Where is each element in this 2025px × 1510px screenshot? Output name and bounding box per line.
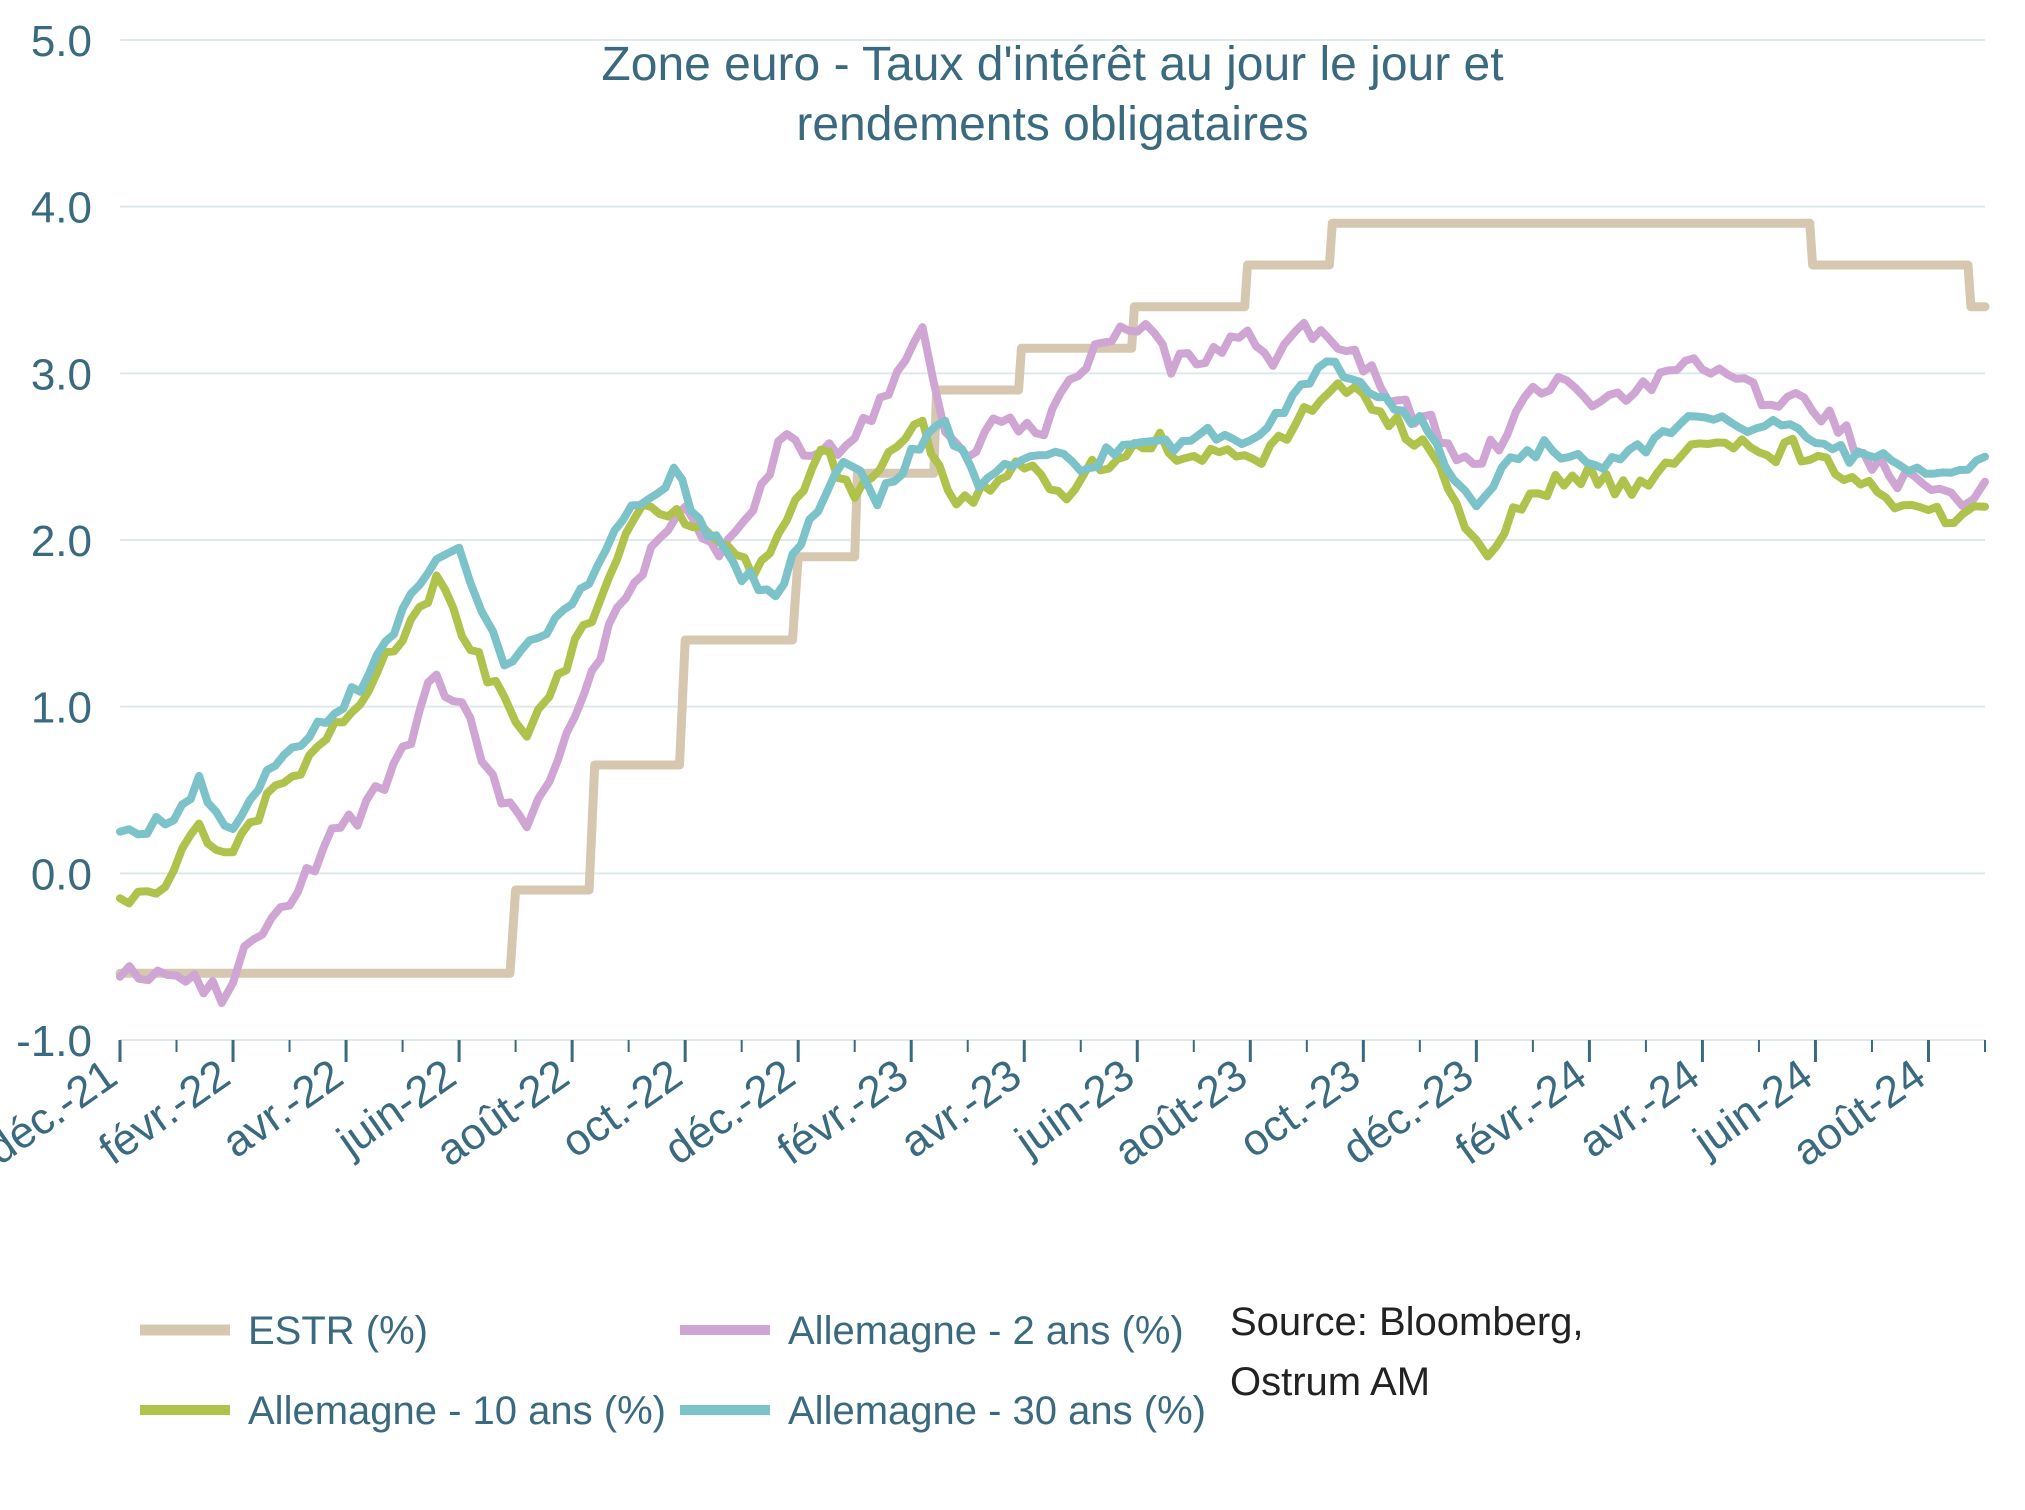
y-tick-label: 0.0: [31, 850, 92, 899]
source-line2: Ostrum AM: [1230, 1360, 1430, 1404]
y-tick-label: 4.0: [31, 184, 92, 233]
source-line1: Source: Bloomberg,: [1230, 1300, 1584, 1344]
chart-container: -1.00.01.02.03.04.05.0déc.-21févr.-22avr…: [0, 0, 2025, 1510]
y-tick-label: 3.0: [31, 350, 92, 399]
legend-label-de30y: Allemagne - 30 ans (%): [788, 1389, 1206, 1433]
legend-label-estr: ESTR (%): [248, 1309, 428, 1353]
chart-title-line2: rendements obligataires: [796, 98, 1308, 151]
legend-label-de10y: Allemagne - 10 ans (%): [248, 1389, 666, 1433]
y-tick-label: 1.0: [31, 684, 92, 733]
y-tick-label: 2.0: [31, 517, 92, 566]
chart-svg: -1.00.01.02.03.04.05.0déc.-21févr.-22avr…: [0, 0, 2025, 1510]
y-tick-label: -1.0: [16, 1017, 92, 1066]
legend-label-de2y: Allemagne - 2 ans (%): [788, 1309, 1184, 1353]
y-tick-label: 5.0: [31, 17, 92, 66]
chart-title-line1: Zone euro - Taux d'intérêt au jour le jo…: [601, 38, 1503, 91]
